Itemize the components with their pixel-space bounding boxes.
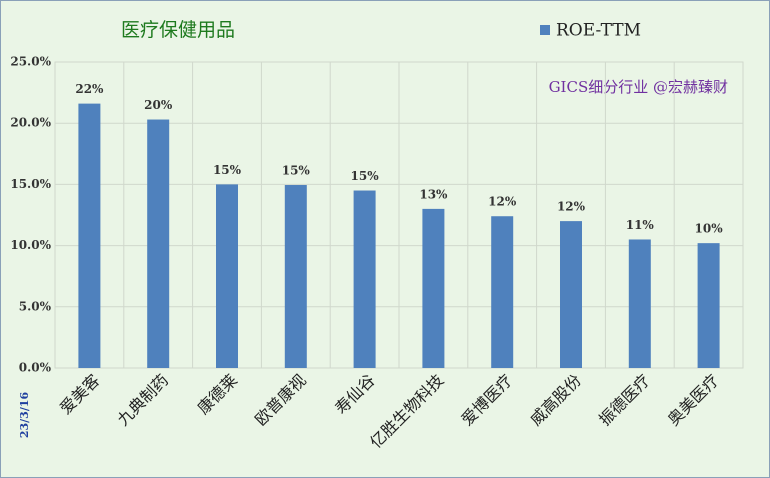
bar — [422, 208, 445, 368]
value-label: 22% — [75, 82, 104, 96]
legend-swatch — [540, 25, 550, 35]
value-label: 15% — [282, 164, 311, 178]
value-label: 12% — [557, 200, 586, 214]
chart-title: 医疗保健用品 — [121, 19, 235, 41]
value-label: 10% — [695, 222, 724, 236]
bar — [147, 119, 170, 368]
bar — [560, 221, 582, 368]
bar — [697, 243, 720, 368]
bar — [216, 184, 238, 368]
value-label: 13% — [419, 187, 448, 201]
bar — [628, 239, 651, 368]
date-label: 23/3/16 — [18, 392, 31, 439]
y-tick-label: 5.0% — [19, 299, 52, 313]
y-tick-label: 0.0% — [19, 361, 52, 375]
bar — [491, 216, 514, 368]
value-label: 15% — [351, 169, 380, 183]
y-tick-label: 10.0% — [10, 238, 51, 252]
bar — [284, 185, 307, 368]
value-label: 12% — [488, 195, 517, 209]
y-tick-label: 25.0% — [10, 55, 51, 69]
bar — [353, 190, 376, 368]
y-tick-label: 15.0% — [10, 177, 51, 191]
value-label: 15% — [213, 163, 242, 177]
y-tick-label: 20.0% — [10, 116, 51, 130]
annotation: GICS细分行业 @宏赫臻财 — [549, 78, 728, 96]
legend-label: ROE-TTM — [556, 21, 641, 41]
value-label: 11% — [626, 218, 655, 232]
bar — [78, 103, 101, 368]
value-label: 20% — [144, 98, 173, 112]
